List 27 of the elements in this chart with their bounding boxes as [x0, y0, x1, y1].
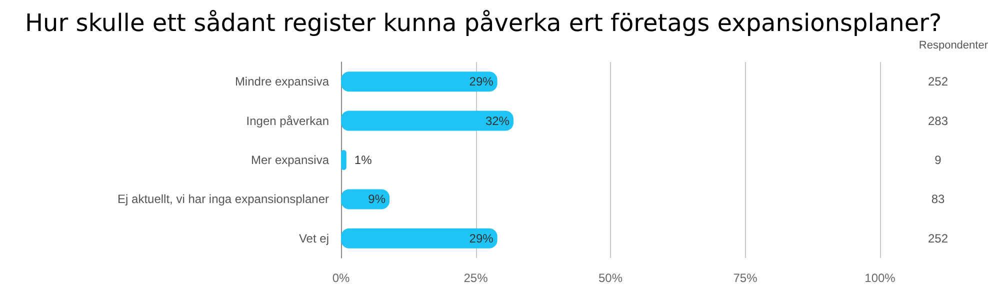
bar — [341, 150, 346, 170]
data-label: 9% — [368, 192, 386, 206]
bar — [341, 228, 498, 248]
chart-title: Hur skulle ett sådant register kunna påverka ert företags expansionsplaner? — [25, 9, 942, 37]
y-tick-label: Ej aktuellt, vi har inga expansionsplaner — [118, 192, 329, 206]
bar — [341, 189, 390, 210]
x-tick-label: 75% — [733, 271, 758, 285]
y-tick-label: Mer expansiva — [250, 153, 330, 167]
x-tick-label: 50% — [598, 271, 623, 285]
y-tick-label: Mindre expansiva — [234, 74, 330, 89]
x-tick-label: 25% — [464, 271, 488, 285]
x-tick-label: 0% — [332, 271, 350, 285]
text: 83 — [931, 192, 945, 206]
x-tick-label: 100% — [864, 271, 896, 285]
text: 252 — [928, 231, 948, 246]
data-label: 32% — [485, 114, 510, 128]
y-tick-label: Vet ej — [298, 231, 329, 246]
data-label: 29% — [469, 231, 494, 246]
bar — [341, 72, 498, 92]
y-tick-label: Ingen påverkan — [246, 114, 329, 128]
text: 252 — [928, 74, 948, 89]
bar — [341, 110, 514, 131]
text: 9 — [934, 153, 942, 167]
data-label: 1% — [354, 153, 372, 167]
text: Respondenter — [918, 40, 988, 52]
data-label: 29% — [469, 74, 494, 89]
text: 283 — [928, 114, 948, 128]
